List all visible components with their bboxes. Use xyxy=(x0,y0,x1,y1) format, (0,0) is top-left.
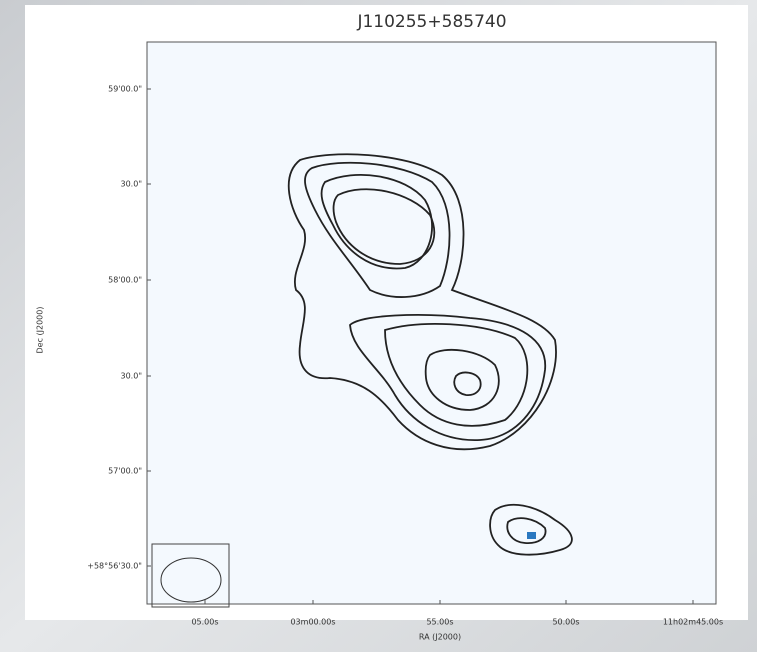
y-tick-label: 30.0" xyxy=(121,372,143,381)
chart-title: J110255+585740 xyxy=(356,12,506,32)
x-tick-label: 05.00s xyxy=(191,618,218,627)
y-tick-label: +58°56'30.0" xyxy=(87,562,142,571)
x-axis-label: RA (J2000) xyxy=(419,633,461,642)
y-tick-label: 30.0" xyxy=(121,180,143,189)
x-tick-label: 55.00s xyxy=(426,618,453,627)
x-tick-label: 50.00s xyxy=(552,618,579,627)
x-tick-label: 03m00.00s xyxy=(290,618,335,627)
figure: J110255+585740 RA (J2000) Dec (J2000) 05… xyxy=(0,0,757,652)
y-tick-label: 57'00.0" xyxy=(108,467,142,476)
x-tick-label: 11h02m45.00s xyxy=(663,618,723,627)
y-tick-label: 58'00.0" xyxy=(108,276,142,285)
y-tick-label: 59'00.0" xyxy=(108,85,142,94)
y-axis-label: Dec (J2000) xyxy=(36,307,45,354)
